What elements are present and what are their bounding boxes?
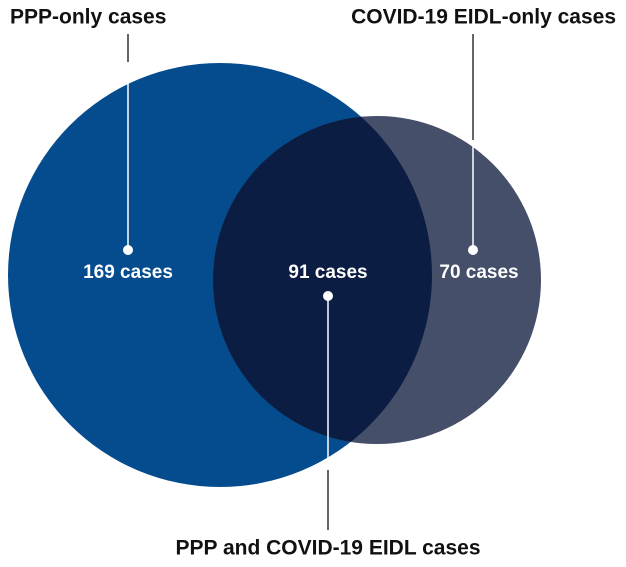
count-label: 91 cases [288,262,367,283]
intersection-label: PPP and COVID-19 EIDL cases [175,537,480,560]
count-label: 70 cases [439,262,518,283]
set-label: PPP-only cases [10,6,166,29]
leader-dot [468,245,478,255]
count-label: 169 cases [83,262,173,283]
leader-dot [123,245,133,255]
set-label: COVID-19 EIDL-only cases [351,6,616,29]
overlap [213,116,432,444]
leader-dot [323,291,333,301]
